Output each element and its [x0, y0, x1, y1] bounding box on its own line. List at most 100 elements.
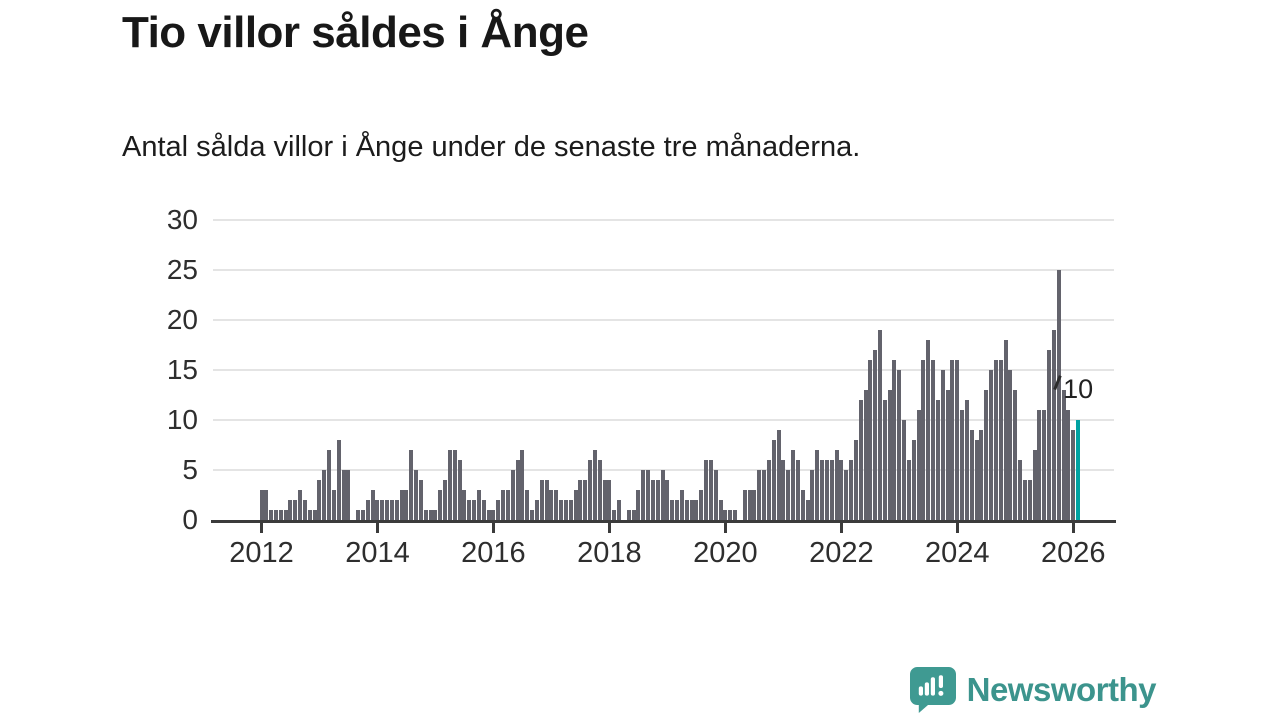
bar: [810, 469, 815, 520]
bar: [573, 489, 578, 520]
bar: [452, 449, 457, 520]
bar: [447, 449, 452, 520]
page-title: Tio villor såldes i Ånge: [122, 8, 589, 57]
bar: [336, 439, 341, 520]
y-axis-tick-label: 30: [166, 203, 198, 235]
bar: [795, 459, 800, 520]
bar: [699, 489, 704, 520]
y-axis-tick-label: 20: [166, 303, 198, 335]
y-axis-tick-label: 25: [166, 253, 198, 285]
bar: [989, 369, 994, 520]
bar: [549, 489, 554, 520]
bar: [626, 509, 631, 520]
bar: [646, 469, 651, 520]
x-axis-tick-label: 2014: [345, 536, 410, 569]
bar: [950, 359, 955, 520]
x-axis-tick: [491, 522, 495, 533]
bar: [998, 359, 1003, 520]
bar-chart-speech-bubble-icon: [909, 666, 957, 713]
bar: [472, 499, 477, 520]
bar: [892, 359, 897, 520]
x-axis-tick: [260, 522, 263, 533]
x-axis-tick: [723, 522, 727, 533]
bar: [597, 459, 602, 520]
x-axis-tick-label: 2018: [577, 536, 642, 569]
bar: [1037, 409, 1042, 520]
bar: [757, 469, 762, 520]
bar: [510, 469, 515, 520]
bar: [1018, 459, 1023, 520]
bar: [906, 459, 911, 520]
bar: [902, 419, 907, 520]
bar: [592, 449, 597, 520]
bar: [418, 479, 423, 520]
bar: [960, 409, 965, 520]
bar: [438, 489, 443, 520]
bar: [815, 449, 820, 520]
bar: [849, 459, 853, 520]
bar: [940, 369, 945, 520]
highlighted-latest-bar: [1076, 419, 1081, 520]
bar: [916, 409, 921, 520]
bar: [607, 479, 612, 520]
bar: [1056, 269, 1061, 520]
bar: [771, 439, 776, 520]
bar: [781, 459, 786, 520]
bar: [1022, 479, 1027, 520]
bar: [718, 499, 723, 520]
y-gridline: [213, 368, 1114, 371]
bar: [370, 489, 375, 520]
bar: [955, 359, 960, 520]
bar: [273, 509, 278, 520]
bar: [1032, 449, 1037, 520]
x-axis-tick-label: 2024: [925, 536, 990, 569]
bar: [496, 499, 501, 520]
bar: [317, 479, 322, 520]
bar: [327, 449, 332, 520]
bar: [766, 459, 771, 520]
x-axis-tick-label: 2022: [809, 536, 874, 569]
bar: [443, 479, 448, 520]
bar: [414, 469, 419, 520]
bar: [974, 439, 979, 520]
bar: [820, 459, 824, 520]
bar: [1047, 349, 1052, 520]
bar: [776, 429, 781, 520]
bar: [694, 499, 699, 520]
bar: [1066, 409, 1071, 520]
bar: [762, 469, 767, 520]
bar: [346, 469, 351, 520]
chart-subtitle: Antal sålda villor i Ånge under de senas…: [122, 131, 861, 163]
x-axis-tick-label: 2012: [229, 536, 294, 569]
bar: [617, 499, 622, 520]
bar: [742, 489, 747, 520]
bar: [302, 499, 307, 520]
x-axis-tick: [839, 522, 843, 533]
bar: [385, 499, 390, 520]
x-axis-tick-label: 2020: [693, 536, 758, 569]
bar: [399, 489, 404, 520]
bar: [505, 489, 510, 520]
bar: [1042, 409, 1047, 520]
bar: [704, 459, 709, 520]
x-axis-tick: [375, 522, 379, 533]
bar: [863, 389, 868, 520]
bar: [679, 489, 684, 520]
bar: [747, 489, 752, 520]
bar: [612, 509, 617, 520]
bar: [568, 499, 573, 520]
y-axis-tick-label: 0: [182, 503, 198, 535]
y-gridline: [213, 218, 1114, 221]
bar: [935, 399, 940, 520]
bar: [462, 489, 467, 520]
bar: [665, 479, 670, 520]
bar: [684, 499, 689, 520]
bar: [530, 509, 535, 520]
bar: [800, 489, 805, 520]
bar: [921, 359, 926, 520]
bar: [791, 449, 796, 520]
newsworthy-logo[interactable]: Newsworthy: [909, 666, 1157, 713]
bar: [534, 499, 539, 520]
y-gridline: [213, 318, 1114, 321]
bar: [655, 479, 660, 520]
